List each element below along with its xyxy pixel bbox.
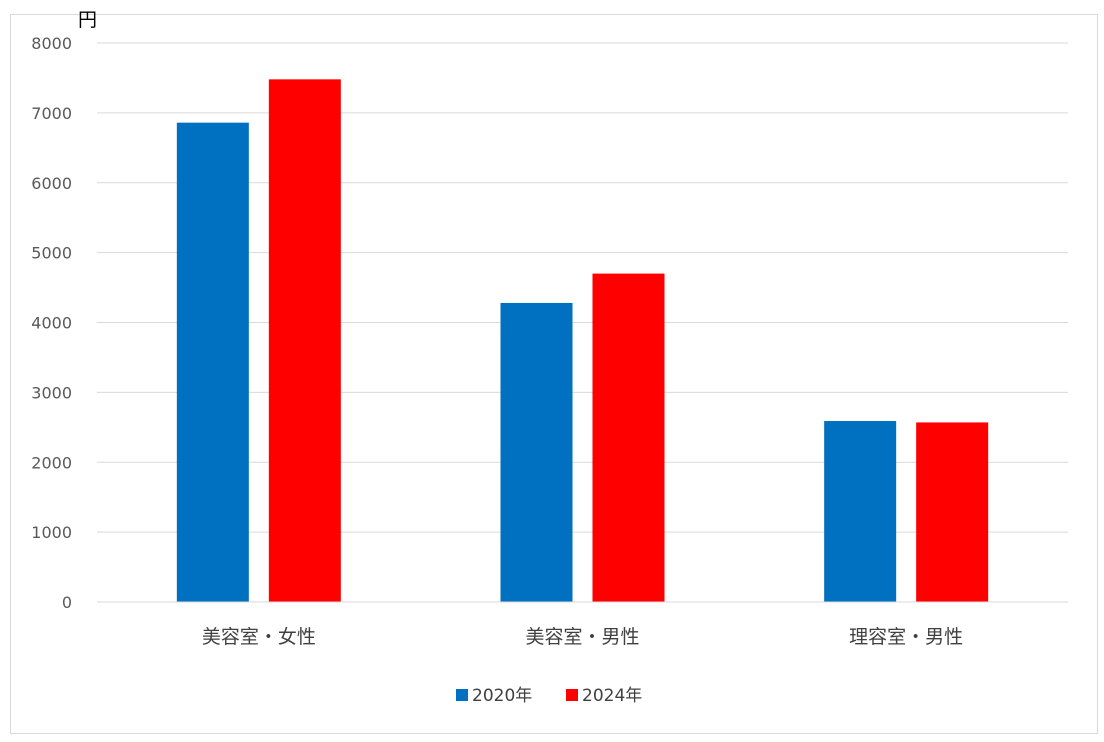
bar-series-1-1	[500, 302, 573, 602]
x-category-label: 美容室・女性	[202, 626, 316, 648]
y-tick-label: 2000	[31, 453, 72, 472]
bar-series-1-0	[176, 122, 249, 602]
legend: 2020年 2024年	[456, 686, 642, 706]
x-category-label: 理容室・男性	[849, 626, 963, 648]
legend-label: 2024年	[582, 686, 642, 706]
legend-label: 2020年	[472, 686, 532, 706]
y-tick-label: 8000	[31, 34, 72, 53]
y-tick-label: 7000	[31, 104, 72, 123]
y-tick-label: 0	[62, 593, 72, 612]
x-category-label: 美容室・男性	[525, 626, 639, 648]
bars	[176, 79, 989, 602]
y-tick-label: 4000	[31, 314, 72, 333]
y-tick-label: 5000	[31, 244, 72, 263]
bar-series-2-0	[268, 79, 341, 602]
y-tick-label: 1000	[31, 523, 72, 542]
bar-series-2-2	[916, 422, 989, 602]
gridlines	[97, 42, 1068, 533]
y-axis-ticks: 0 1000 2000 3000 4000 5000 6000 7000 8000	[31, 34, 72, 612]
bar-series-1-2	[824, 421, 897, 602]
category-labels: 美容室・女性 美容室・男性 理容室・男性	[202, 626, 963, 648]
bar-series-2-1	[592, 273, 665, 602]
y-tick-label: 6000	[31, 174, 72, 193]
y-tick-label: 3000	[31, 383, 72, 402]
legend-swatch	[456, 689, 468, 701]
y-unit-label: 円	[78, 9, 97, 31]
legend-swatch	[566, 689, 578, 701]
